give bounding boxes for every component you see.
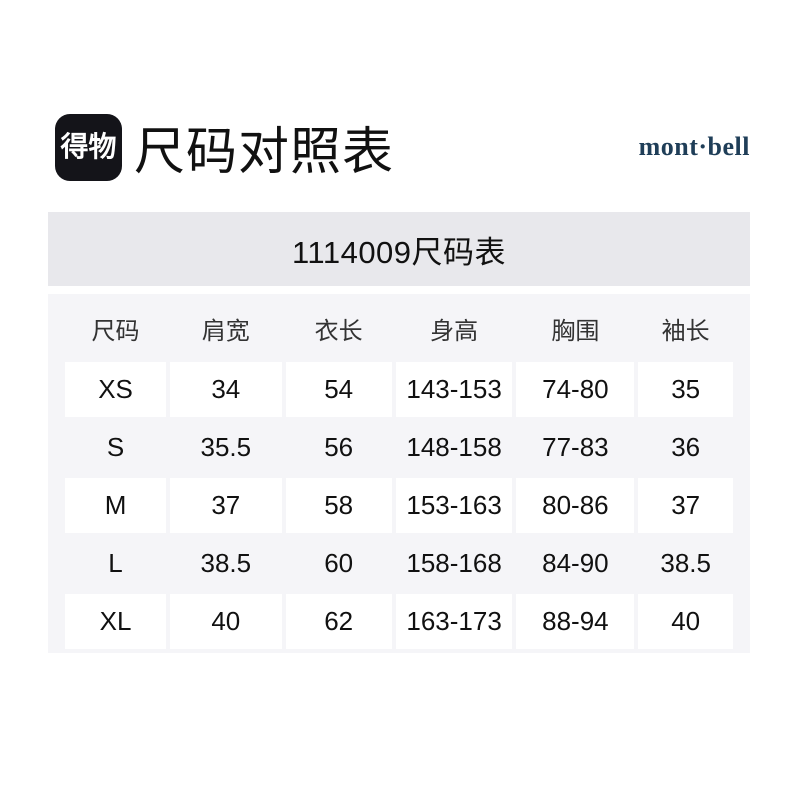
dewu-logo: 得物 bbox=[55, 113, 122, 181]
montbell-brand-logo: mont·bell bbox=[638, 132, 750, 161]
table-cell: 35 bbox=[638, 362, 733, 417]
table-header-row: 尺码 肩宽 衣长 身高 胸围 袖长 bbox=[65, 297, 733, 359]
table-cell: 80-86 bbox=[516, 478, 635, 533]
table-cell: 35.5 bbox=[200, 432, 252, 462]
table-cell: 40 bbox=[638, 594, 733, 649]
table-row-m: M 37 58 153-163 80-86 37 bbox=[65, 478, 733, 533]
table-cell: 36 bbox=[671, 432, 701, 462]
column-header-height: 身高 bbox=[430, 317, 479, 345]
table-cell: 74-80 bbox=[516, 362, 635, 417]
table-row-xl: XL 40 62 163-173 88-94 40 bbox=[65, 594, 733, 649]
table-cell: 77-83 bbox=[542, 432, 609, 462]
table-cell: 40 bbox=[170, 594, 282, 649]
table-cell: 54 bbox=[285, 362, 392, 417]
size-chart-page: 得物 尺码对照表 mont·bell 1114009尺码表 尺码 肩宽 衣长 身… bbox=[0, 113, 800, 800]
table-cell: 153-163 bbox=[395, 478, 513, 533]
table-row-l: L 38.5 60 158-168 84-90 38.5 bbox=[65, 536, 733, 591]
column-header-size: 尺码 bbox=[91, 317, 140, 345]
column-header-shoulder: 肩宽 bbox=[201, 317, 250, 345]
table-cell: S bbox=[106, 432, 125, 462]
table-cell: 60 bbox=[324, 548, 354, 578]
table-cell: 38.5 bbox=[660, 548, 711, 578]
table-cell: L bbox=[108, 548, 123, 578]
table-cell: 58 bbox=[285, 478, 392, 533]
table-cell: 158-168 bbox=[406, 548, 502, 578]
table-cell: 62 bbox=[285, 594, 392, 649]
size-table: 尺码 肩宽 衣长 身高 胸围 袖长 XS 34 54 143-153 74-80… bbox=[61, 294, 737, 652]
column-header-sleeve: 袖长 bbox=[661, 317, 710, 345]
table-cell: 84-90 bbox=[542, 548, 609, 578]
size-table-container: 尺码 肩宽 衣长 身高 胸围 袖长 XS 34 54 143-153 74-80… bbox=[48, 294, 750, 653]
table-row-s: S 35.5 56 148-158 77-83 36 bbox=[65, 420, 733, 475]
table-cell: 88-94 bbox=[516, 594, 635, 649]
table-cell: 37 bbox=[170, 478, 282, 533]
table-cell: 34 bbox=[170, 362, 282, 417]
table-row-xs: XS 34 54 143-153 74-80 35 bbox=[65, 362, 733, 417]
table-cell: 143-153 bbox=[395, 362, 513, 417]
table-cell: 56 bbox=[324, 432, 354, 462]
table-cell: 148-158 bbox=[406, 432, 502, 462]
dewu-logo-text: 得物 bbox=[60, 131, 117, 162]
table-caption-text: 1114009尺码表 bbox=[291, 234, 507, 270]
column-header-length: 衣长 bbox=[314, 317, 363, 345]
page-title: 尺码对照表 bbox=[134, 123, 395, 180]
page-header: 得物 尺码对照表 mont·bell bbox=[55, 113, 750, 181]
column-header-chest: 胸围 bbox=[551, 317, 600, 345]
table-cell: 37 bbox=[638, 478, 733, 533]
table-cell: 163-173 bbox=[395, 594, 513, 649]
table-cell: 38.5 bbox=[200, 548, 252, 578]
table-caption-bar: 1114009尺码表 bbox=[48, 212, 750, 286]
table-cell: XL bbox=[65, 594, 167, 649]
table-cell: XS bbox=[65, 362, 167, 417]
table-cell: M bbox=[65, 478, 167, 533]
